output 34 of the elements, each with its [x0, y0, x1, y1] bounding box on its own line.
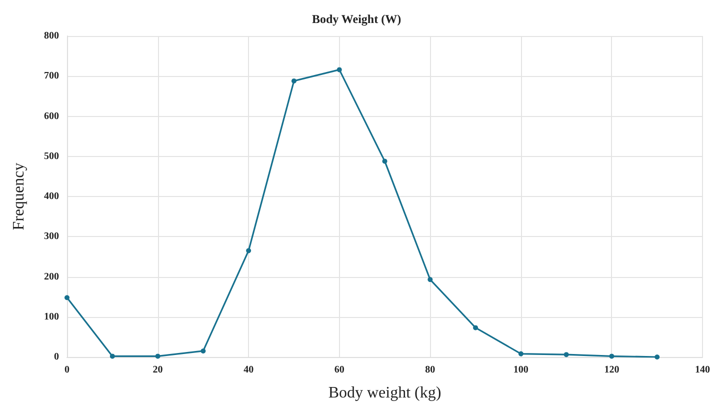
point — [291, 78, 296, 84]
point — [518, 351, 524, 356]
point — [336, 67, 342, 72]
y-tick-label: 100 — [44, 311, 59, 322]
x-tick-label: 100 — [513, 364, 528, 376]
point — [609, 354, 614, 359]
point — [428, 277, 433, 282]
point — [654, 354, 660, 360]
x-tick-label: 0 — [64, 364, 70, 376]
x-tick-label: 80 — [425, 364, 436, 376]
y-tick-label: 600 — [44, 110, 59, 122]
y-tick-label: 500 — [44, 150, 59, 162]
y-tick-label: 800 — [44, 30, 59, 42]
y-tick-label: 400 — [44, 191, 59, 202]
point — [200, 348, 206, 354]
point — [64, 295, 70, 300]
x-axis-title: Body weight (kg) — [328, 384, 442, 402]
chart-title: Body Weight (W) — [312, 12, 402, 26]
x-tick-label: 40 — [244, 364, 254, 376]
x-tick-label: 60 — [334, 364, 344, 376]
point — [564, 352, 569, 358]
y-axis-title: Frequency — [10, 162, 28, 230]
y-tick-label: 700 — [44, 70, 59, 82]
point — [110, 354, 115, 359]
point — [155, 354, 160, 359]
point — [382, 158, 388, 164]
point — [473, 325, 478, 330]
y-tick-label: 0 — [54, 352, 59, 362]
x-tick-label: 20 — [152, 364, 163, 376]
y-tick-label: 300 — [44, 231, 59, 242]
x-tick-label: 140 — [695, 364, 710, 376]
x-tick-label: 120 — [604, 364, 620, 376]
y-tick-label: 200 — [44, 271, 59, 282]
point — [246, 248, 252, 254]
